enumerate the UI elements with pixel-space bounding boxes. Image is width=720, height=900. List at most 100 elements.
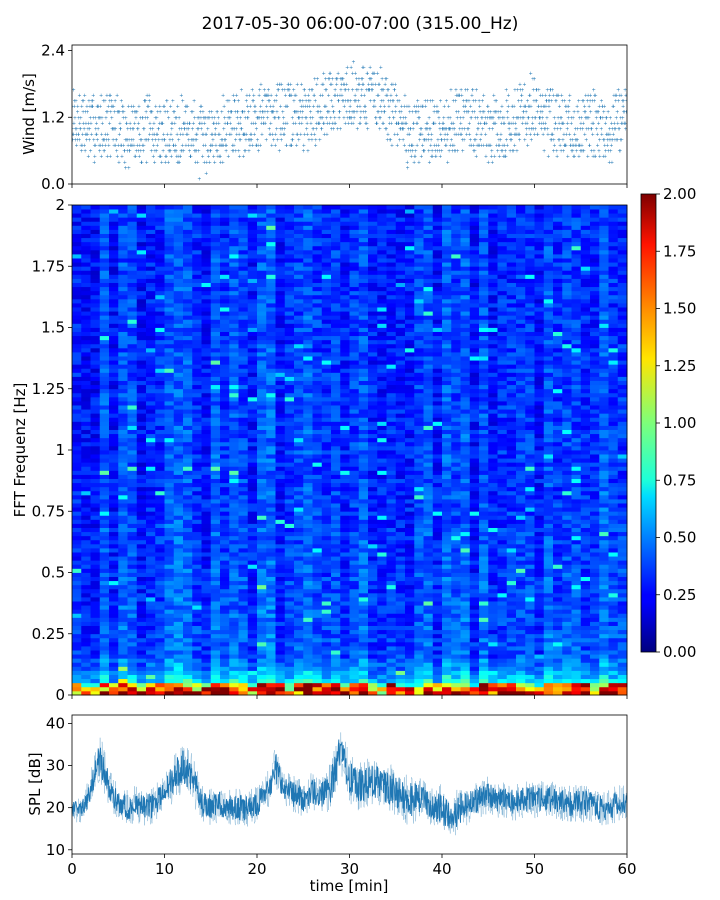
wind-point: +	[499, 138, 503, 144]
spectrogram-cell	[377, 580, 387, 586]
spectrogram-cell	[525, 507, 535, 512]
wind-point: +	[270, 132, 274, 138]
wind-point: +	[220, 110, 224, 116]
spectrogram-cell	[386, 666, 397, 671]
spectrogram-cell	[303, 543, 313, 549]
wind-point: +	[418, 132, 422, 138]
spectrogram-cell	[562, 584, 572, 590]
wind-point: +	[332, 121, 336, 127]
spectrogram-cell	[590, 633, 600, 639]
wind-point: +	[81, 132, 85, 138]
spectrogram-cell	[294, 592, 304, 598]
wind-point: +	[596, 110, 600, 116]
spectrogram-cell	[442, 629, 452, 635]
wind-point: +	[567, 99, 571, 105]
wind-point: +	[329, 126, 333, 132]
spectrogram-cell	[469, 592, 480, 598]
spectrogram-cell	[247, 507, 258, 512]
spectrogram-cell	[201, 674, 212, 680]
spectrogram-cell	[469, 503, 480, 508]
spectrogram-cell	[368, 535, 378, 541]
spectrogram-cell	[247, 527, 258, 533]
wind-point: +	[294, 93, 298, 99]
wind-point: +	[239, 87, 243, 93]
spectrogram-cell	[155, 633, 165, 639]
spectrogram-cell	[543, 511, 554, 516]
spectrogram-cell	[146, 539, 156, 545]
spectrogram-cell	[488, 666, 498, 671]
spectrogram-cell	[99, 584, 110, 590]
wind-point: +	[215, 149, 219, 155]
spectrogram-cell	[405, 535, 415, 541]
spectrogram-cell	[386, 478, 397, 484]
wind-point: +	[421, 104, 425, 110]
wind-point: +	[462, 110, 466, 116]
spectrogram-cell	[617, 580, 628, 586]
wind-point: +	[304, 115, 308, 121]
spectrogram-cell	[220, 564, 230, 569]
wind-point: +	[398, 115, 402, 121]
spectrogram-cell	[580, 654, 591, 659]
spectrogram-cell	[201, 658, 212, 663]
spectrogram-cell	[617, 531, 628, 537]
spectrogram-cell	[543, 527, 554, 533]
spectrogram-cell	[81, 690, 91, 696]
spectrogram-cell	[442, 617, 452, 622]
spectrogram-cell	[303, 564, 313, 569]
spectrogram-cell	[294, 637, 304, 643]
spectrogram-cell	[590, 515, 600, 520]
wind-point: +	[239, 126, 243, 132]
spectrogram-cell	[368, 523, 378, 528]
wind-point: +	[122, 110, 126, 116]
spectrogram-cell	[414, 605, 424, 610]
spectrogram-cell	[395, 690, 406, 696]
spectrogram-cell	[395, 486, 406, 492]
wind-point: +	[143, 115, 147, 121]
spectrogram-cell	[229, 670, 239, 675]
spectrogram-cell	[331, 633, 341, 639]
spectrogram-cell	[340, 597, 350, 602]
spectrogram-cell	[164, 556, 175, 561]
spectrogram-cell	[127, 564, 138, 569]
spectrogram-cell	[266, 666, 276, 671]
spectrogram-cell	[155, 670, 165, 675]
spectrogram-cell	[469, 670, 480, 675]
spectrogram-cell	[516, 617, 526, 622]
spectrogram-cell	[247, 641, 258, 647]
spectrogram-cell	[442, 658, 452, 663]
spectrogram-cell	[377, 662, 387, 667]
spectrogram-cell	[294, 609, 304, 614]
spectrogram-cell	[423, 621, 434, 626]
spectrogram-cell	[469, 548, 480, 553]
wind-point: +	[493, 154, 497, 160]
wind-point: +	[557, 138, 561, 144]
spectrogram-cell	[479, 662, 489, 667]
spectrogram-cell	[340, 503, 350, 508]
spectrogram-cell	[506, 662, 517, 667]
spectrogram-cell	[266, 572, 276, 577]
spectrogram-cell	[562, 646, 572, 651]
spectrogram-cell	[599, 564, 609, 569]
spectrogram-cell	[340, 690, 350, 696]
wind-point: +	[186, 132, 190, 138]
wind-point: +	[375, 71, 379, 77]
spectrogram-cell	[321, 482, 332, 488]
spectrogram-cell	[386, 674, 397, 680]
spectrogram-cell	[460, 621, 471, 626]
wind-point: +	[381, 99, 385, 105]
wind-point: +	[552, 143, 556, 149]
spectrogram-cell	[321, 499, 332, 504]
wind-point: +	[502, 115, 506, 121]
wind-point: +	[343, 82, 347, 88]
wind-point: +	[590, 121, 594, 127]
spectrogram-cell	[321, 470, 332, 475]
spectrogram-cell	[377, 670, 387, 675]
spectrogram-cell	[136, 690, 147, 696]
wind-point: +	[114, 138, 118, 144]
spectrogram-cell	[423, 515, 434, 520]
spectrogram-cell	[543, 560, 554, 565]
spectrogram-cell	[164, 499, 175, 504]
spectrogram-cell	[497, 650, 508, 655]
spectrogram-cell	[488, 515, 498, 520]
spectrogram-cell	[599, 666, 609, 671]
